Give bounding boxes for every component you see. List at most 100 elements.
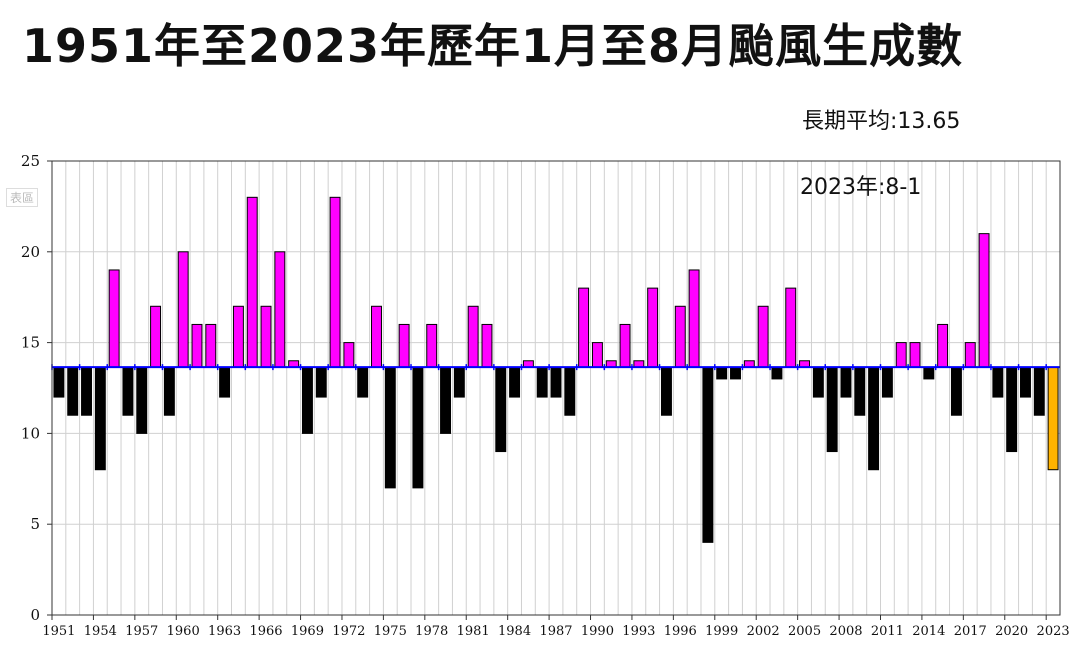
bar-1969 bbox=[301, 366, 313, 434]
bar-1982 bbox=[481, 323, 493, 368]
bar-2007 bbox=[826, 366, 838, 453]
bar-2006 bbox=[812, 366, 824, 398]
bar-1980 bbox=[453, 366, 465, 398]
year-annotation: 2023年:8-1 bbox=[800, 175, 921, 200]
bar-2022 bbox=[1033, 366, 1045, 416]
page-title: 1951年至2023年歷年1月至8月颱風生成數 bbox=[22, 19, 964, 73]
x-tick-label: 1978 bbox=[415, 624, 448, 639]
x-tick-label: 2014 bbox=[912, 624, 945, 639]
x-tick-label: 1975 bbox=[374, 624, 407, 639]
x-tick-label: 1990 bbox=[581, 624, 614, 639]
bar-1951 bbox=[53, 366, 65, 398]
bar-2023 bbox=[1047, 366, 1059, 471]
y-tick-label: 10 bbox=[21, 424, 40, 442]
bar-1955 bbox=[108, 269, 120, 368]
bar-2018 bbox=[978, 233, 990, 368]
bar-2009 bbox=[854, 366, 866, 416]
bar-2000 bbox=[730, 366, 741, 380]
bar-1954 bbox=[94, 366, 106, 471]
bar-1983 bbox=[495, 366, 507, 453]
bar-1994 bbox=[647, 287, 659, 368]
bar-1974 bbox=[371, 305, 382, 368]
bar-series bbox=[53, 196, 1059, 543]
bar-1990 bbox=[591, 342, 603, 368]
bar-2004 bbox=[785, 287, 797, 368]
x-tick-label: 2023 bbox=[1037, 624, 1070, 639]
bar-1972 bbox=[343, 342, 355, 368]
bar-1962 bbox=[205, 323, 217, 368]
bar-2013 bbox=[909, 342, 921, 368]
bar-2011 bbox=[881, 366, 893, 398]
bar-1979 bbox=[440, 366, 452, 434]
y-axis-ticks: 0 5 10 15 20 25 bbox=[21, 152, 52, 624]
x-tick-label: 1951 bbox=[42, 624, 75, 639]
bar-2021 bbox=[1020, 366, 1031, 398]
bar-1975 bbox=[384, 366, 396, 489]
x-tick-label: 1996 bbox=[664, 624, 697, 639]
x-tick-label: 2020 bbox=[995, 624, 1028, 639]
bar-1984 bbox=[509, 366, 521, 398]
y-tick-label: 25 bbox=[21, 152, 40, 170]
x-tick-label: 2002 bbox=[747, 624, 780, 639]
x-tick-label: 1954 bbox=[84, 624, 117, 639]
bar-1986 bbox=[536, 366, 548, 398]
y-tick-label: 5 bbox=[30, 515, 40, 533]
bar-1998 bbox=[702, 366, 714, 543]
bar-1987 bbox=[550, 366, 562, 398]
x-tick-label: 2017 bbox=[954, 624, 987, 639]
bar-1997 bbox=[688, 269, 700, 368]
bar-2012 bbox=[895, 342, 907, 368]
x-tick-label: 1963 bbox=[208, 624, 241, 639]
x-tick-label: 1981 bbox=[457, 624, 490, 639]
bar-1996 bbox=[674, 305, 686, 368]
bar-1970 bbox=[315, 366, 327, 398]
bar-1961 bbox=[191, 323, 203, 368]
bar-2017 bbox=[964, 342, 976, 368]
y-tick-label: 20 bbox=[21, 243, 40, 261]
x-tick-label: 1957 bbox=[125, 624, 158, 639]
x-tick-label: 1960 bbox=[167, 624, 200, 639]
x-tick-label: 1969 bbox=[291, 624, 324, 639]
x-tick-label: 2008 bbox=[829, 624, 862, 639]
x-tick-label: 1999 bbox=[705, 624, 738, 639]
watermark-label: 表區 bbox=[6, 188, 39, 207]
bar-1992 bbox=[619, 323, 631, 368]
bar-1988 bbox=[564, 366, 576, 416]
x-tick-label: 1987 bbox=[539, 624, 572, 639]
bar-2020 bbox=[1006, 366, 1018, 453]
bar-2002 bbox=[757, 305, 769, 368]
x-tick-label: 1966 bbox=[249, 624, 282, 639]
plot-frame bbox=[51, 160, 1061, 616]
x-tick-label: 1972 bbox=[332, 624, 365, 639]
bar-2008 bbox=[840, 366, 852, 398]
x-tick-label: 2005 bbox=[788, 624, 821, 639]
average-label: 長期平均:13.65 bbox=[802, 109, 961, 134]
bar-1999 bbox=[716, 366, 728, 380]
bar-2014 bbox=[923, 366, 935, 380]
bar-1960 bbox=[177, 251, 189, 368]
bar-1963 bbox=[219, 366, 231, 398]
bar-1964 bbox=[232, 305, 244, 368]
bar-2019 bbox=[992, 366, 1004, 398]
bar-1953 bbox=[81, 366, 92, 416]
y-tick-label: 15 bbox=[21, 334, 40, 352]
bar-2016 bbox=[950, 366, 962, 416]
bar-1971 bbox=[329, 196, 341, 368]
bar-1973 bbox=[357, 366, 369, 398]
bar-1976 bbox=[398, 323, 410, 368]
y-tick-label: 0 bbox=[30, 606, 40, 624]
bar-1981 bbox=[467, 305, 479, 368]
bar-1956 bbox=[122, 366, 134, 416]
bar-1957 bbox=[136, 366, 148, 434]
bar-1965 bbox=[246, 196, 258, 368]
bar-1995 bbox=[660, 366, 672, 416]
bar-1958 bbox=[150, 305, 162, 368]
x-tick-label: 2011 bbox=[871, 624, 904, 639]
bar-1978 bbox=[426, 323, 438, 368]
bar-1977 bbox=[412, 366, 424, 489]
bar-1966 bbox=[260, 305, 272, 368]
x-axis-ticks: 1951 1954 1957 1960 1963 1966 1969 1972 1975 1978… bbox=[42, 615, 1070, 639]
bar-1952 bbox=[67, 366, 79, 416]
bar-2010 bbox=[868, 366, 880, 471]
